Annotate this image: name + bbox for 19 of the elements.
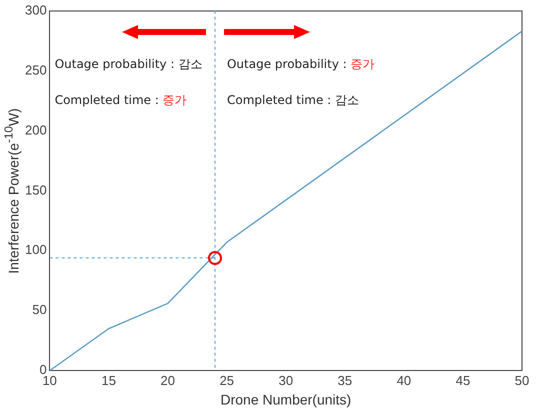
- x-tick-label: 25: [220, 372, 234, 388]
- annotation: Completed time : 증가: [54, 92, 187, 109]
- x-tick-label: 45: [456, 372, 470, 388]
- x-tick-label: 30: [278, 372, 294, 388]
- x-tick-label: 35: [338, 372, 352, 388]
- y-tick-label: 150: [24, 182, 47, 198]
- x-tick-label: 50: [514, 372, 530, 388]
- y-tick-label: 200: [24, 122, 47, 138]
- annotation: Outage probability : 증가: [226, 56, 375, 73]
- x-tick-label: 15: [101, 372, 116, 388]
- x-tick-label: 20: [160, 372, 175, 388]
- y-tick-label: 250: [24, 62, 47, 78]
- x-axis-title: Drone Number(units): [220, 391, 352, 408]
- x-tick-label: 40: [396, 372, 412, 388]
- y-tick-label: 300: [24, 2, 47, 18]
- annotation: Outage probability : 감소: [54, 56, 202, 73]
- y-tick-label: 100: [24, 242, 47, 258]
- annotation: Completed time : 감소: [226, 92, 360, 109]
- y-tick-label: 50: [32, 302, 47, 318]
